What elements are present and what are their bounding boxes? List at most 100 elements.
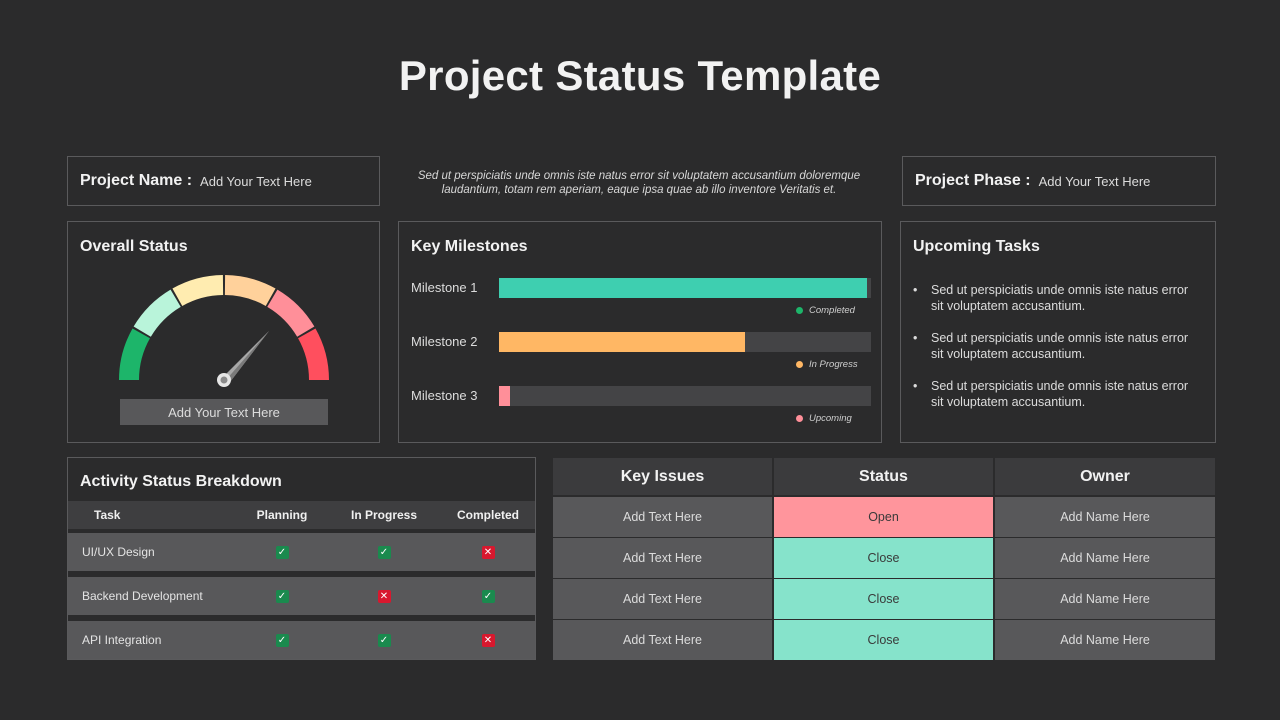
activity-header-task: Task [94, 508, 121, 522]
check-icon: ✓ [275, 633, 289, 647]
milestone-progress-track [499, 332, 871, 352]
milestone-label: Milestone 1 [411, 280, 478, 295]
milestone-progress-track [499, 278, 871, 298]
status-gauge [119, 275, 329, 387]
milestone-status-dot [796, 361, 803, 368]
issue-owner-cell[interactable]: Add Name Here [995, 497, 1215, 537]
activity-status-panel: Activity Status Breakdown Task Planning … [67, 457, 536, 660]
milestone-label: Milestone 3 [411, 388, 478, 403]
issue-owner-cell[interactable]: Add Name Here [995, 579, 1215, 619]
gauge-needle [220, 331, 269, 386]
activity-completed-cell: ✕ [438, 621, 538, 659]
activity-task-name: API Integration [82, 633, 162, 647]
upcoming-task-item: • Sed ut perspiciatis unde omnis iste nat… [913, 282, 1203, 314]
gauge-segment-2 [133, 289, 182, 338]
check-icon: ✓ [377, 633, 391, 647]
check-icon: ✓ [275, 545, 289, 559]
gauge-segment-1 [119, 328, 151, 381]
activity-header-completed: Completed [456, 508, 519, 522]
activity-table-row: Backend Development ✓ ✕ ✓ [68, 577, 535, 615]
upcoming-task-text: Sed ut perspiciatis unde omnis iste natu… [931, 331, 1189, 361]
issue-status-cell: Close [774, 579, 993, 619]
activity-completed-cell: ✕ [438, 533, 538, 571]
milestone-status-legend: Completed [796, 305, 855, 316]
milestone-status-dot [796, 307, 803, 314]
milestone-status-label: Upcoming [809, 413, 852, 424]
upcoming-tasks-title: Upcoming Tasks [913, 238, 1040, 255]
issue-status-cell: Close [774, 538, 993, 578]
upcoming-task-item: • Sed ut perspiciatis unde omnis iste nat… [913, 378, 1203, 410]
issues-header-owner: Owner [995, 458, 1215, 495]
milestone-status-dot [796, 415, 803, 422]
cross-icon: ✕ [481, 633, 495, 647]
issues-header-status: Status [774, 458, 993, 495]
cross-icon: ✕ [377, 589, 391, 603]
milestone-status-label: Completed [809, 305, 855, 316]
activity-in-progress-cell: ✓ [334, 533, 434, 571]
issue-status-cell: Open [774, 497, 993, 537]
key-milestones-title: Key Milestones [411, 238, 528, 255]
bullet-icon: • [913, 283, 918, 297]
issue-text-cell[interactable]: Add Text Here [553, 538, 772, 578]
issue-owner-cell[interactable]: Add Name Here [995, 538, 1215, 578]
overall-status-text-button[interactable]: Add Your Text Here [120, 399, 328, 425]
page-title: Project Status Template [398, 52, 882, 99]
activity-planning-cell: ✓ [232, 577, 332, 615]
gauge-segment-4 [224, 275, 276, 307]
check-icon: ✓ [481, 589, 495, 603]
upcoming-task-text: Sed ut perspiciatis unde omnis iste natu… [931, 283, 1189, 313]
project-name-label: Project Name : [80, 172, 193, 189]
upcoming-tasks-panel: Upcoming Tasks • Sed ut perspiciatis unde… [900, 221, 1216, 443]
project-description: Sed ut perspiciatis unde omnis iste natu… [417, 170, 861, 196]
activity-task-name: Backend Development [82, 589, 203, 603]
milestone-progress-fill [499, 332, 745, 352]
milestone-progress-fill [499, 386, 511, 406]
gauge-segment-3 [172, 275, 224, 307]
issue-status-cell: Close [774, 620, 993, 660]
activity-header-planning: Planning [256, 508, 308, 522]
check-icon: ✓ [377, 545, 391, 559]
issue-text-cell[interactable]: Add Text Here [553, 620, 772, 660]
activity-status-title: Activity Status Breakdown [80, 473, 282, 490]
issue-owner-cell[interactable]: Add Name Here [995, 620, 1215, 660]
issue-text-cell[interactable]: Add Text Here [553, 497, 772, 537]
gauge-hub-center [220, 376, 228, 384]
milestone-label: Milestone 2 [411, 334, 478, 349]
milestone-row: Milestone 3 [411, 386, 873, 408]
activity-table-header: Task Planning In Progress Completed [68, 501, 535, 529]
activity-header-in-progress: In Progress [350, 508, 418, 522]
milestone-status-label: In Progress [809, 359, 858, 370]
issues-header-key-issues: Key Issues [553, 458, 772, 495]
cross-icon: ✕ [481, 545, 495, 559]
gauge-needle-shade [225, 331, 269, 386]
issue-text-cell[interactable]: Add Text Here [553, 579, 772, 619]
milestone-progress-track [499, 386, 871, 406]
milestone-progress-fill [499, 278, 868, 298]
bullet-icon: • [913, 379, 918, 393]
milestone-row: Milestone 1 [411, 278, 873, 300]
activity-completed-cell: ✓ [438, 577, 538, 615]
milestone-status-legend: Upcoming [796, 413, 852, 424]
project-phase-label: Project Phase : [915, 172, 1031, 189]
project-phase-value[interactable]: Add Your Text Here [1038, 173, 1151, 189]
key-issues-table: Key Issues Status Owner Add Text Here Ope… [553, 458, 1215, 660]
activity-table-row: API Integration ✓ ✓ ✕ [68, 621, 535, 659]
gauge-segment-5 [266, 289, 315, 338]
upcoming-tasks-list: • Sed ut perspiciatis unde omnis iste nat… [913, 282, 1203, 426]
gauge-segment-6 [297, 328, 329, 381]
check-icon: ✓ [275, 589, 289, 603]
project-phase-box: Project Phase : Add Your Text Here [902, 156, 1216, 206]
activity-task-name: UI/UX Design [82, 545, 155, 559]
activity-planning-cell: ✓ [232, 533, 332, 571]
milestone-row: Milestone 2 [411, 332, 873, 354]
activity-table-row: UI/UX Design ✓ ✓ ✕ [68, 533, 535, 571]
bullet-icon: • [913, 331, 918, 345]
key-milestones-panel: Key Milestones Milestone 1 Completed Miles… [398, 221, 882, 443]
project-name-box: Project Name : Add Your Text Here [67, 156, 380, 206]
activity-in-progress-cell: ✓ [334, 621, 434, 659]
upcoming-task-text: Sed ut perspiciatis unde omnis iste natu… [931, 379, 1189, 409]
milestone-status-legend: In Progress [796, 359, 858, 370]
upcoming-task-item: • Sed ut perspiciatis unde omnis iste nat… [913, 330, 1203, 362]
project-name-value[interactable]: Add Your Text Here [200, 173, 312, 189]
overall-status-panel: Overall Status Add Your Text Here [67, 221, 380, 443]
